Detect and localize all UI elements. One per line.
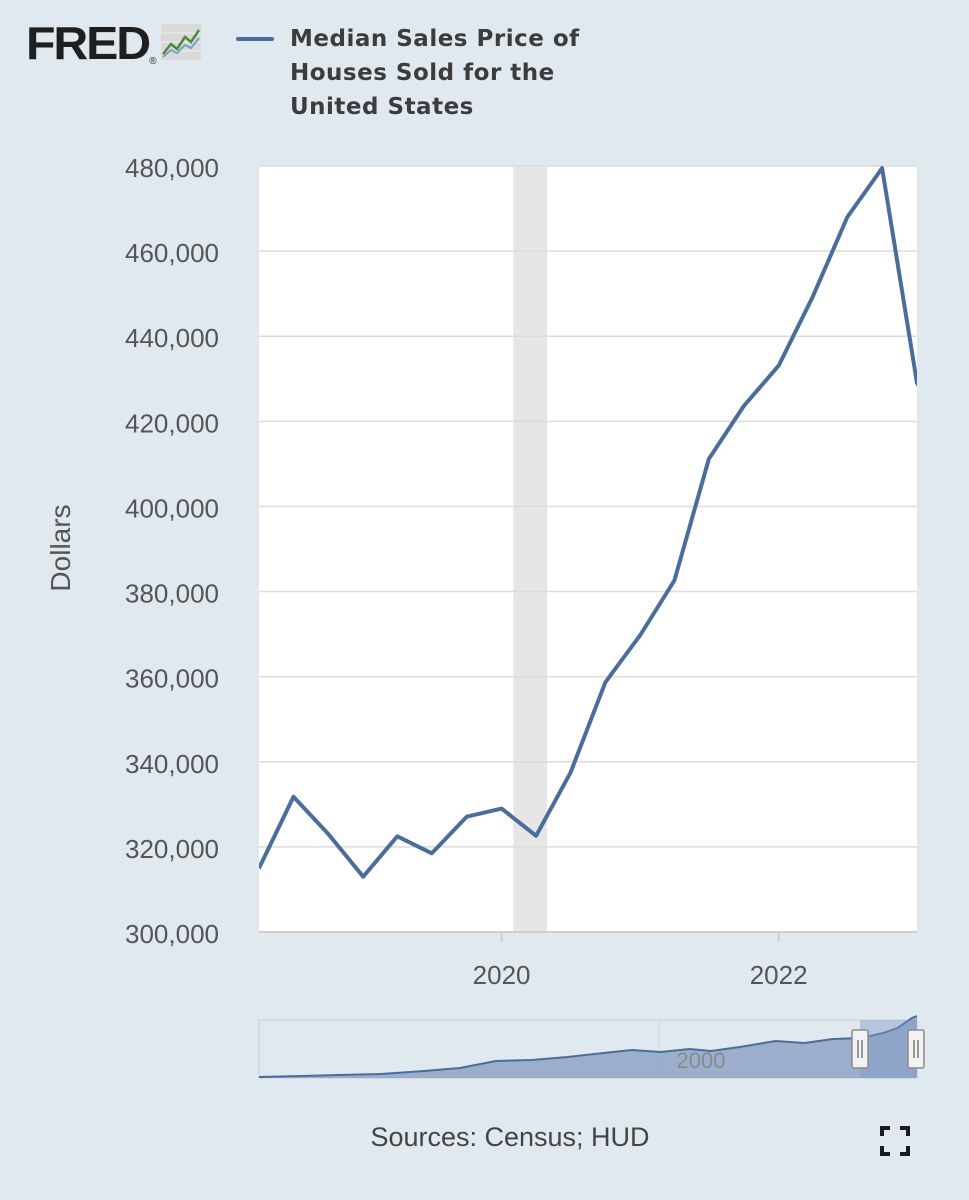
y-tick-label: 480,000 bbox=[125, 153, 219, 183]
navigator-line bbox=[258, 1015, 918, 1078]
y-tick-label: 400,000 bbox=[125, 493, 219, 523]
x-tick-label: 2022 bbox=[750, 960, 808, 990]
fred-wordmark: FRED bbox=[26, 17, 151, 69]
legend-line-swatch bbox=[236, 37, 274, 41]
navigator-tick-label: 2000 bbox=[677, 1048, 726, 1073]
y-tick-label: 380,000 bbox=[125, 579, 219, 609]
registered-mark: ® bbox=[149, 56, 157, 67]
navigator-handle[interactable] bbox=[907, 1029, 925, 1069]
navigator-handle[interactable] bbox=[851, 1029, 869, 1069]
fred-logo[interactable]: FRED ® bbox=[26, 20, 201, 67]
series-line[interactable] bbox=[259, 166, 951, 879]
y-tick-label: 440,000 bbox=[125, 323, 219, 353]
x-tick-label: 2020 bbox=[473, 960, 531, 990]
trend-line-icon bbox=[160, 24, 201, 60]
navigator-area bbox=[259, 1016, 917, 1078]
y-tick-label: 420,000 bbox=[125, 408, 219, 438]
y-axis-label: Dollars bbox=[45, 504, 76, 591]
y-tick-label: 460,000 bbox=[125, 238, 219, 268]
y-tick-label: 320,000 bbox=[125, 834, 219, 864]
line-chart[interactable]: 300,000 320,000 340,000 360,000 380,000 400,0… bbox=[0, 0, 969, 1100]
recession-band bbox=[513, 166, 548, 932]
y-tick-label: 340,000 bbox=[125, 749, 219, 779]
fullscreen-expand-icon[interactable] bbox=[880, 1126, 910, 1156]
plot-area bbox=[259, 166, 917, 932]
y-tick-label: 360,000 bbox=[125, 664, 219, 694]
chart-legend: Median Sales Price of Houses Sold for th… bbox=[236, 22, 610, 124]
y-tick-label: 300,000 bbox=[125, 919, 219, 949]
sources-caption: Sources: Census; HUD bbox=[370, 1122, 650, 1152]
legend-series-label: Median Sales Price of Houses Sold for th… bbox=[290, 26, 580, 120]
